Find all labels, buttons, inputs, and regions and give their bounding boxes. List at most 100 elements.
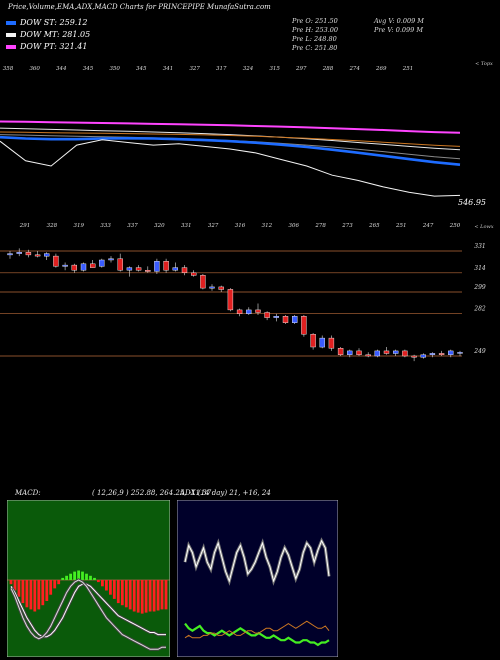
ema-series-2: [0, 131, 461, 147]
macd-histogram-bar: [53, 580, 57, 589]
candle-body: [53, 255, 59, 267]
candle-body: [62, 264, 68, 267]
candle-body: [135, 267, 142, 271]
top-swing-label: 344: [56, 66, 67, 72]
candle-body: [457, 352, 463, 354]
top-swing-label: 251: [402, 66, 414, 72]
legend-label-pt: DOW PT: 321.41: [20, 42, 88, 51]
macd-histogram-bar: [112, 580, 116, 599]
legend-swatch-pt: [6, 45, 16, 49]
candle-body: [301, 316, 307, 335]
pre-volume: Pre V: 0.099 M: [374, 26, 424, 34]
macd-histogram-bar: [152, 580, 156, 612]
candle-body: [411, 355, 417, 358]
bottom-swing-label: 291: [19, 223, 31, 229]
macd-histogram-bar: [101, 580, 104, 587]
bottom-swing-labels: 291 328 319 333 337 320 331 327 316 312 306 278 273 2…: [19, 223, 461, 229]
avg-volume: Avg V: 0.009 M: [374, 17, 424, 25]
ema-series-1: [0, 127, 461, 151]
bottom-swing-label: 327: [208, 223, 219, 229]
candles: [7, 248, 463, 362]
level-label: 299: [473, 284, 486, 291]
legend-item-st: DOW ST: 259.12: [6, 18, 90, 27]
candle-body: [16, 252, 22, 254]
candle-body: [89, 263, 96, 268]
candle-body: [227, 289, 234, 311]
macd-histogram-bar: [160, 580, 164, 610]
adx-values: ADX (14 day) 21, +16, 24: [180, 489, 271, 497]
candle-body: [117, 258, 123, 271]
macd-marks: [7, 570, 170, 651]
macd-histogram-bar: [69, 573, 72, 580]
prev-ohlc: Pre O: 251.50 Pre H: 253.00 Pre L: 248.8…: [292, 17, 338, 53]
macd-histogram-bar: [156, 580, 160, 611]
macd-histogram-bar: [45, 580, 49, 601]
macd-histogram-bar: [9, 580, 13, 585]
adx-lines: [183, 537, 331, 647]
bottom-swing-label: 251: [395, 223, 407, 229]
bottom-swing-label: 319: [74, 223, 85, 229]
bottom-swing-label: 312: [262, 223, 273, 229]
macd-panel: [7, 500, 170, 657]
macd-histogram-bar: [120, 580, 124, 606]
bottom-swing-label: 328: [47, 223, 58, 229]
candle-body: [347, 350, 353, 355]
ema-series-0: [0, 120, 461, 134]
top-swing-label: 315: [269, 66, 280, 72]
candle-body: [365, 354, 371, 357]
macd-histogram-bar: [85, 573, 88, 580]
bottom-swing-label: 273: [341, 223, 353, 229]
candle-body: [438, 353, 445, 355]
macd-histogram-bar: [77, 570, 80, 580]
macd-histogram-bar: [116, 580, 120, 604]
top-swing-label: 341: [163, 66, 174, 72]
macd-values: ( 12,26,9 ) 252.88, 264.25, -11.37: [92, 489, 212, 497]
ema-lines: [0, 120, 461, 197]
bottom-swing-label: 247: [422, 223, 434, 229]
macd-histogram-bar: [144, 580, 148, 613]
candle-body: [181, 267, 188, 273]
macd-histogram-bar: [140, 580, 144, 614]
adx-series-2: [184, 620, 330, 639]
legend-label-st: DOW ST: 259.12: [20, 18, 88, 27]
top-swing-label: 350: [109, 66, 120, 72]
candle-body: [236, 309, 243, 314]
top-swing-label: 360: [29, 66, 40, 72]
lowx-label: < Lowx: [474, 224, 493, 230]
macd-histogram-bar: [124, 580, 128, 608]
top-swing-label: 327: [189, 66, 200, 72]
candle-body: [319, 337, 325, 348]
top-swing-label: 345: [83, 66, 94, 72]
candle-body: [273, 316, 279, 318]
macd-line: [10, 579, 166, 650]
top-swing-label: 274: [348, 66, 360, 72]
candle-body: [218, 286, 224, 290]
candle-body: [200, 275, 206, 289]
candle-body: [402, 350, 408, 357]
legend-label-mt: DOW MT: 281.05: [20, 30, 91, 39]
candle-body: [99, 259, 105, 267]
macd-histogram-bar: [81, 571, 84, 580]
candle-body: [145, 269, 151, 272]
macd-histogram-bar: [25, 580, 29, 608]
candle-body: [328, 337, 335, 349]
pre-low: Pre L: 248.80: [292, 35, 337, 43]
top-swing-label: 297: [295, 66, 307, 72]
level-label: 314: [474, 265, 486, 272]
bottom-swing-label: 265: [368, 223, 380, 229]
top-swing-label: 288: [322, 66, 334, 72]
candle-body: [448, 350, 454, 355]
bottom-swing-label: 337: [127, 223, 138, 229]
candle-body: [264, 312, 270, 318]
level-label: 331: [474, 243, 485, 250]
candle-body: [374, 350, 380, 357]
macd-histogram-bar: [93, 577, 96, 580]
top-swing-label: 269: [375, 66, 387, 72]
level-label: 249: [473, 348, 486, 355]
macd-histogram-bar: [109, 580, 112, 595]
ema-series-5: [0, 139, 461, 197]
macd-histogram-bar: [89, 575, 92, 580]
macd-histogram-bar: [61, 577, 65, 580]
bottom-swing-label: 316: [235, 223, 246, 229]
macd-histogram-bar: [136, 580, 140, 613]
